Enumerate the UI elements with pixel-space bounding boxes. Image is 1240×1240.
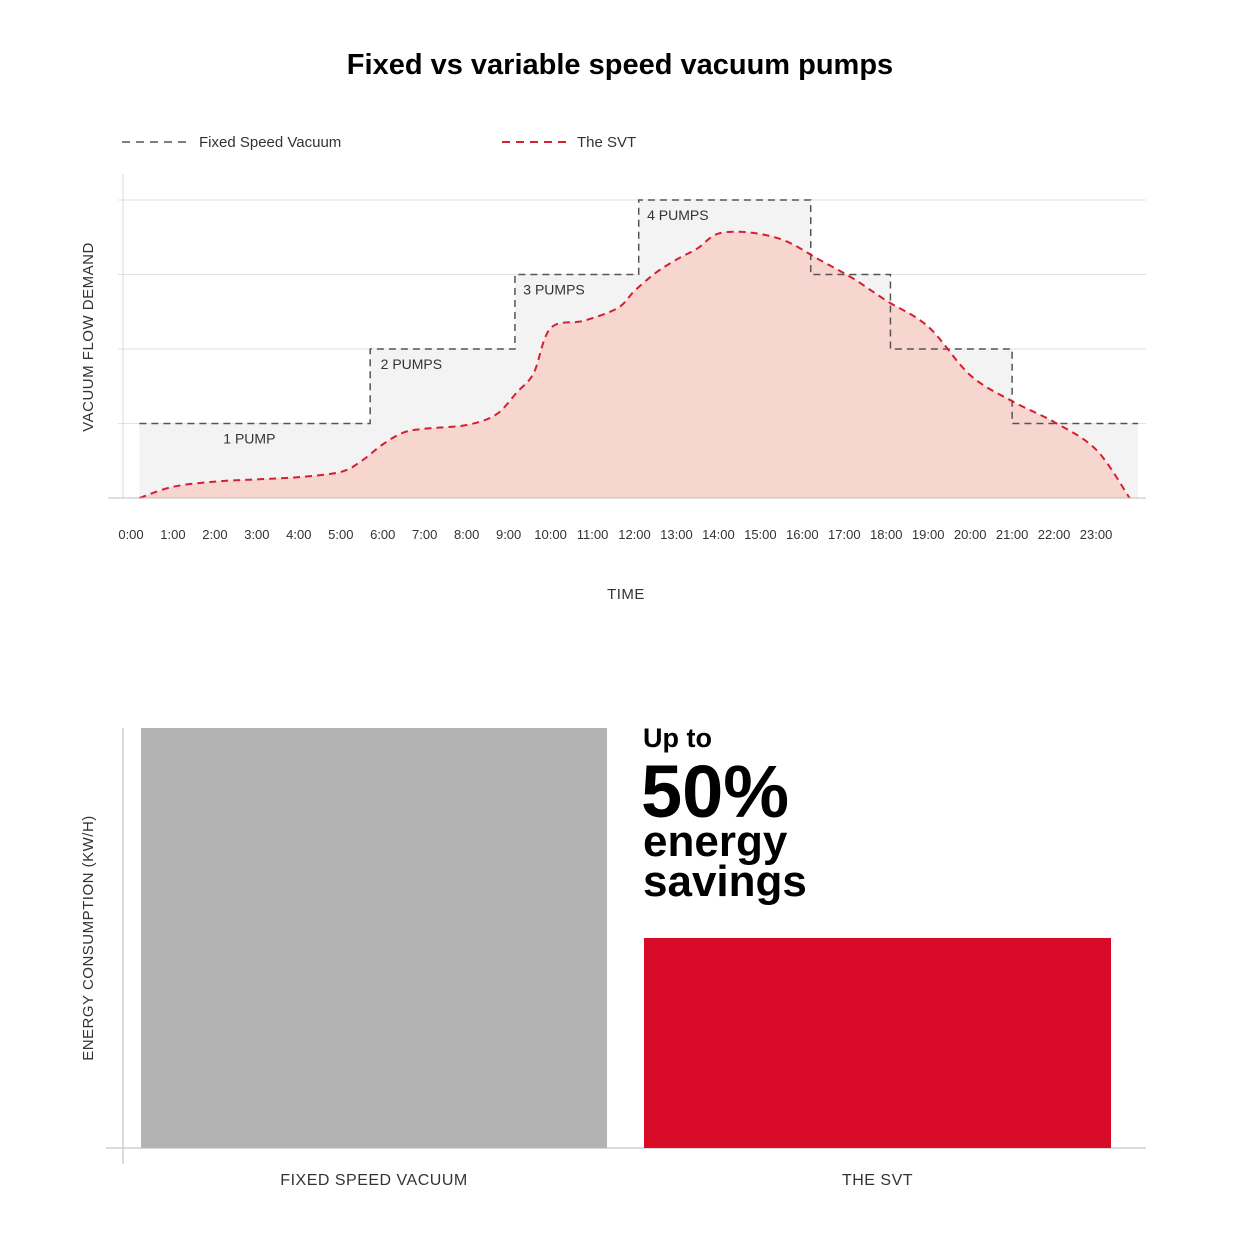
bar-y-axis-label: ENERGY CONSUMPTION (KW/H) (80, 815, 97, 1061)
x-tick-label: 2:00 (202, 527, 227, 542)
step-label: 1 PUMP (223, 430, 275, 446)
bar-category-labels: FIXED SPEED VACUUM THE SVT (280, 1172, 913, 1189)
x-tick-label: 10:00 (534, 527, 567, 542)
x-tick-label: 18:00 (870, 527, 903, 542)
bar-category-label: THE SVT (842, 1172, 913, 1189)
x-tick-label: 9:00 (496, 527, 521, 542)
bar-category-label: FIXED SPEED VACUUM (280, 1172, 467, 1189)
bars (141, 728, 1111, 1148)
legend-svt-label: The SVT (577, 134, 636, 151)
demand-line-chart: 1 PUMP 2 PUMPS 3 PUMPS 4 PUMPS 0:00 1:00 2:00… (80, 174, 1146, 603)
legend: Fixed Speed Vacuum The SVT (122, 134, 636, 151)
x-axis-label: TIME (607, 586, 645, 603)
x-tick-label: 17:00 (828, 527, 861, 542)
step-label: 2 PUMPS (381, 356, 442, 372)
svt-bar (644, 938, 1111, 1148)
callout-savings: savings (643, 857, 807, 906)
x-tick-label: 15:00 (744, 527, 777, 542)
chart-title: Fixed vs variable speed vacuum pumps (347, 49, 893, 81)
step-labels: 1 PUMP 2 PUMPS 3 PUMPS 4 PUMPS (223, 207, 708, 447)
legend-fixed-label: Fixed Speed Vacuum (199, 134, 341, 151)
x-tick-label: 4:00 (286, 527, 311, 542)
x-tick-label: 22:00 (1038, 527, 1071, 542)
energy-bar-chart: FIXED SPEED VACUUM THE SVT ENERGY CONSUMP… (80, 723, 1146, 1189)
x-tick-label: 1:00 (160, 527, 185, 542)
step-label: 3 PUMPS (523, 281, 584, 297)
step-label: 4 PUMPS (647, 207, 708, 223)
savings-callout: Up to 50% energy savings (641, 723, 807, 906)
x-tick-label: 16:00 (786, 527, 819, 542)
x-tick-label: 3:00 (244, 527, 269, 542)
x-tick-label: 20:00 (954, 527, 987, 542)
svt-line (139, 230, 1131, 499)
x-tick-labels: 0:00 1:00 2:00 3:00 4:00 5:00 6:00 7:00 8:00 9:00… (118, 527, 1112, 542)
fixed-speed-line (139, 199, 1138, 425)
x-tick-label: 8:00 (454, 527, 479, 542)
x-tick-label: 19:00 (912, 527, 945, 542)
fixed-speed-bar (141, 728, 607, 1148)
x-tick-label: 0:00 (118, 527, 143, 542)
x-tick-label: 23:00 (1080, 527, 1113, 542)
x-tick-label: 12:00 (618, 527, 651, 542)
x-tick-label: 11:00 (577, 527, 609, 542)
y-axis-label: VACUUM FLOW DEMAND (80, 242, 97, 432)
x-tick-label: 13:00 (660, 527, 693, 542)
callout-up-to: Up to (643, 723, 712, 753)
callout-percent: 50% (641, 750, 789, 833)
x-tick-label: 14:00 (702, 527, 735, 542)
callout-energy: energy (643, 817, 788, 866)
x-tick-label: 5:00 (328, 527, 353, 542)
x-tick-label: 21:00 (996, 527, 1029, 542)
x-tick-label: 6:00 (370, 527, 395, 542)
x-tick-label: 7:00 (412, 527, 437, 542)
